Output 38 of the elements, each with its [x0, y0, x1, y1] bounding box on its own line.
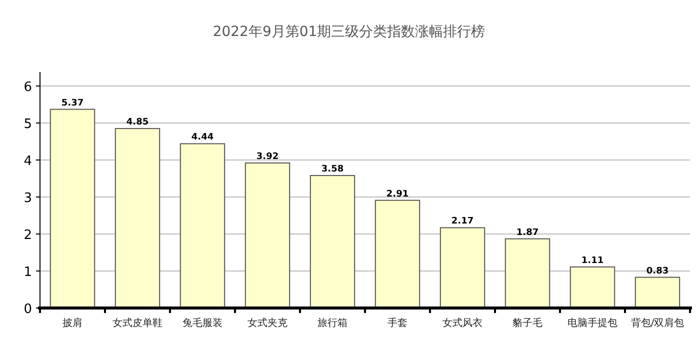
bar: [570, 266, 616, 308]
data-label: 3.58: [321, 164, 344, 175]
data-label: 4.85: [126, 118, 149, 128]
bar: [50, 108, 96, 308]
bar: [114, 128, 160, 308]
data-label: 0.83: [646, 266, 669, 276]
bar: [504, 238, 550, 308]
data-label: 2.17: [451, 216, 474, 227]
data-label: 1.11: [581, 256, 604, 266]
y-tick-label: 6: [24, 80, 32, 95]
x-tick-label: 女式风衣: [442, 317, 482, 329]
y-tick-label: 5: [24, 117, 32, 132]
chart-title: 2022年9月第01期三级分类指数涨幅排行榜: [212, 24, 486, 40]
y-tick-label: 3: [24, 191, 32, 206]
x-tick-label: 背包/双肩包: [630, 317, 684, 329]
x-tick-label: 旅行箱: [318, 317, 348, 329]
bar: [440, 227, 486, 308]
data-label: 3.92: [256, 152, 279, 162]
data-label: 2.91: [386, 189, 409, 200]
bar: [244, 162, 290, 308]
x-tick-label: 电脑手提包: [568, 317, 618, 329]
data-label: 1.87: [516, 228, 539, 238]
x-tick-label: 兔毛服装: [182, 317, 222, 329]
x-tick-label: 披肩: [62, 317, 82, 329]
x-tick-label: 手套: [388, 317, 408, 329]
data-label: 5.37: [61, 98, 84, 108]
x-tick-label: 女式夹克: [248, 317, 288, 329]
x-tick-label: 貉子毛: [512, 317, 542, 329]
bar: [634, 276, 680, 308]
x-tick-label: 女式皮单鞋: [112, 317, 162, 329]
y-tick-label: 0: [24, 302, 32, 317]
y-tick-label: 2: [24, 228, 32, 243]
data-label: 4.44: [191, 132, 214, 143]
y-tick-label: 4: [24, 154, 32, 169]
bar: [310, 175, 356, 308]
y-tick-label: 1: [24, 265, 32, 280]
bar: [180, 143, 226, 308]
bar: [374, 200, 420, 308]
